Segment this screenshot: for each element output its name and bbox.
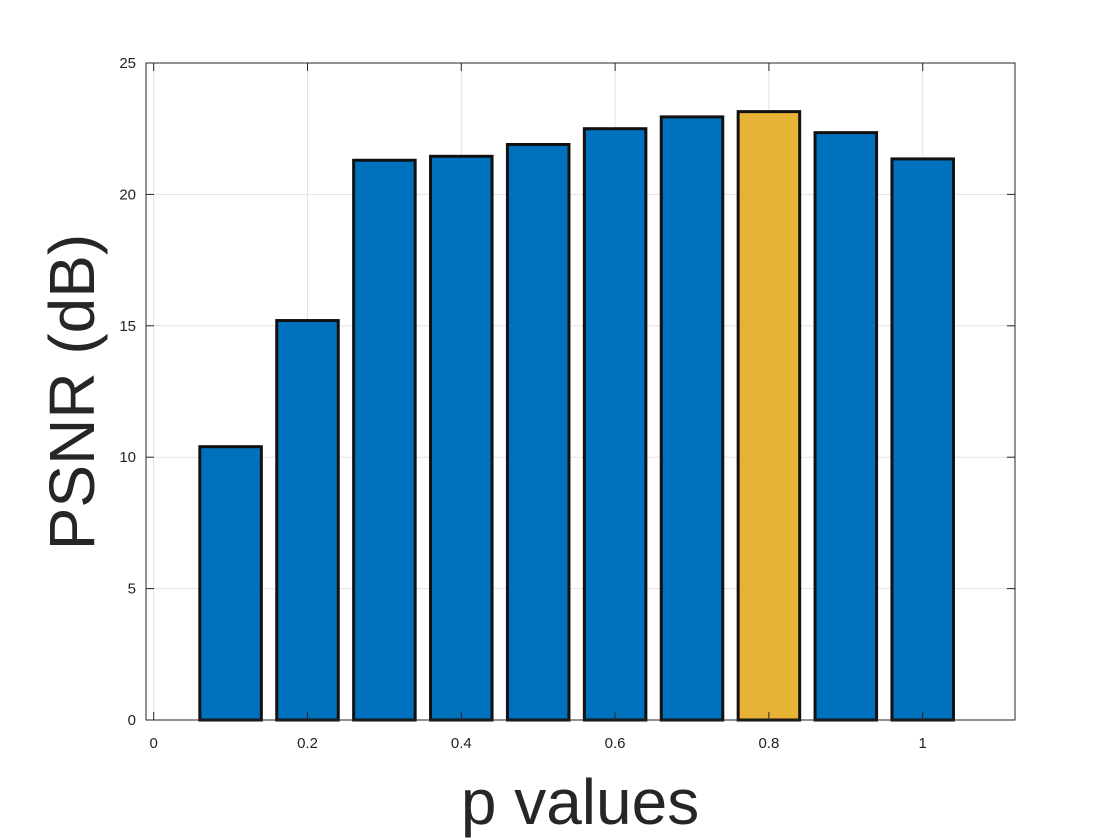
x-tick-label: 0.8	[758, 735, 779, 752]
bar-highlighted	[736, 110, 802, 722]
axes	[145, 62, 1016, 721]
y-tick-label: 5	[128, 581, 136, 598]
y-tick-label: 15	[119, 318, 136, 335]
y-axis-title: PSNR (dB)	[36, 234, 108, 551]
bar	[275, 319, 340, 722]
bar	[352, 158, 417, 722]
x-tick-label: 1	[919, 735, 927, 752]
x-ticks: 0 0.2 0.4 0.6 0.8 1	[150, 63, 927, 752]
x-tick-label: 0.4	[451, 735, 472, 752]
bar	[505, 142, 571, 722]
bar	[659, 115, 725, 722]
x-axis-title: p values	[461, 766, 699, 838]
axes-box	[145, 62, 1016, 721]
y-tick-label: 20	[119, 186, 136, 203]
y-tick-label: 25	[119, 55, 136, 72]
y-tick-label: 0	[128, 712, 136, 729]
x-tick-label: 0.6	[605, 735, 626, 752]
x-tick-label: 0.2	[297, 735, 318, 752]
bar	[890, 157, 955, 722]
x-tick-label: 0	[150, 735, 158, 752]
bars	[198, 110, 955, 722]
bar	[429, 154, 494, 722]
y-tick-label: 10	[119, 449, 136, 466]
bar	[198, 445, 263, 722]
bar	[582, 127, 648, 722]
bar	[813, 131, 879, 722]
y-ticks: 0 5 10 15 20 25	[119, 55, 1015, 729]
